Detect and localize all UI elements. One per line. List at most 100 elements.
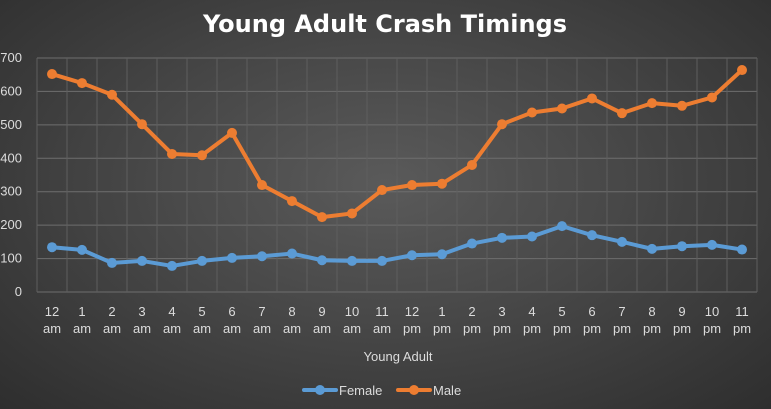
x-tick-label: am bbox=[223, 321, 241, 336]
data-point-male bbox=[467, 159, 477, 170]
x-tick-label: 11 bbox=[735, 304, 749, 319]
data-point-male bbox=[707, 92, 717, 103]
data-point-female bbox=[467, 238, 477, 249]
x-tick-label: am bbox=[283, 321, 301, 336]
data-point-female bbox=[677, 241, 687, 252]
x-tick-label: pm bbox=[613, 321, 631, 336]
legend-label-male: Male bbox=[433, 383, 461, 398]
x-tick-label: 2 bbox=[468, 304, 475, 319]
x-tick-label: am bbox=[43, 321, 61, 336]
data-point-female bbox=[617, 236, 627, 247]
data-point-male bbox=[347, 208, 357, 219]
x-axis-title: Young Adult bbox=[364, 349, 433, 364]
data-point-female bbox=[737, 244, 747, 255]
x-tick-label: 12 bbox=[45, 304, 59, 319]
legend-label-female: Female bbox=[339, 383, 382, 398]
y-tick-label: 400 bbox=[0, 150, 22, 165]
x-tick-label: 6 bbox=[228, 304, 235, 319]
x-tick-label: 9 bbox=[678, 304, 685, 319]
x-tick-label: am bbox=[73, 321, 91, 336]
data-point-male bbox=[527, 107, 537, 118]
x-tick-label: 2 bbox=[108, 304, 115, 319]
x-tick-label: 10 bbox=[345, 304, 359, 319]
data-point-female bbox=[167, 260, 177, 271]
data-point-female bbox=[287, 248, 297, 259]
x-tick-label: am bbox=[163, 321, 181, 336]
x-tick-label: am bbox=[103, 321, 121, 336]
data-point-female bbox=[227, 252, 237, 263]
data-point-female bbox=[527, 231, 537, 242]
x-tick-label: 12 bbox=[405, 304, 419, 319]
data-point-female bbox=[347, 255, 357, 266]
data-point-female bbox=[587, 230, 597, 241]
data-point-female bbox=[707, 239, 717, 250]
x-tick-label: am bbox=[253, 321, 271, 336]
x-tick-label: 1 bbox=[438, 304, 445, 319]
x-tick-label: am bbox=[193, 321, 211, 336]
data-point-male bbox=[437, 178, 447, 189]
x-tick-label: 10 bbox=[705, 304, 719, 319]
x-tick-label: 4 bbox=[528, 304, 535, 319]
x-tick-label: pm bbox=[523, 321, 541, 336]
data-point-male bbox=[647, 98, 657, 109]
data-point-female bbox=[107, 257, 117, 268]
data-point-female bbox=[407, 250, 417, 261]
x-tick-label: 3 bbox=[498, 304, 505, 319]
data-point-female bbox=[257, 251, 267, 262]
data-point-female bbox=[557, 221, 567, 232]
x-tick-label: am bbox=[343, 321, 361, 336]
data-point-female bbox=[437, 249, 447, 260]
data-point-male bbox=[287, 196, 297, 207]
data-point-male bbox=[317, 212, 327, 223]
x-tick-label: 8 bbox=[648, 304, 655, 319]
data-point-female bbox=[197, 255, 207, 266]
legend-marker-female bbox=[315, 385, 325, 395]
data-point-male bbox=[677, 100, 687, 111]
data-point-female bbox=[377, 255, 387, 266]
data-point-female bbox=[317, 255, 327, 266]
x-tick-label: am bbox=[313, 321, 331, 336]
x-tick-label: pm bbox=[643, 321, 661, 336]
x-tick-label: pm bbox=[673, 321, 691, 336]
data-point-male bbox=[737, 65, 747, 76]
y-tick-label: 200 bbox=[0, 217, 22, 232]
gridlines bbox=[36, 57, 758, 293]
data-point-male bbox=[167, 148, 177, 159]
x-tick-label: pm bbox=[433, 321, 451, 336]
data-point-male bbox=[617, 108, 627, 119]
x-tick-label: 7 bbox=[258, 304, 265, 319]
x-tick-label: pm bbox=[493, 321, 511, 336]
x-tick-label: am bbox=[133, 321, 151, 336]
series-layer bbox=[47, 65, 747, 271]
x-tick-label: 4 bbox=[168, 304, 175, 319]
data-point-male bbox=[197, 150, 207, 161]
legend-marker-male bbox=[409, 385, 419, 395]
data-point-male bbox=[557, 103, 567, 114]
x-tick-label: 1 bbox=[78, 304, 85, 319]
data-point-female bbox=[647, 243, 657, 254]
y-tick-label: 700 bbox=[0, 50, 22, 65]
data-point-male bbox=[377, 185, 387, 196]
data-point-male bbox=[407, 180, 417, 191]
x-tick-label: 7 bbox=[618, 304, 625, 319]
data-point-female bbox=[77, 244, 87, 255]
data-point-female bbox=[497, 232, 507, 243]
x-tick-label: pm bbox=[583, 321, 601, 336]
data-point-male bbox=[257, 180, 267, 191]
x-tick-label: pm bbox=[463, 321, 481, 336]
x-tick-label: pm bbox=[733, 321, 751, 336]
x-tick-label: am bbox=[373, 321, 391, 336]
chart-title: Young Adult Crash Timings bbox=[202, 10, 567, 38]
x-tick-label: 5 bbox=[198, 304, 205, 319]
x-tick-label: 6 bbox=[588, 304, 595, 319]
legend: Female Male bbox=[302, 383, 461, 398]
data-point-male bbox=[107, 89, 117, 100]
y-tick-label: 0 bbox=[15, 284, 22, 299]
x-tick-label: 9 bbox=[318, 304, 325, 319]
data-point-female bbox=[47, 242, 57, 253]
series-line-female bbox=[50, 224, 744, 268]
y-tick-label: 500 bbox=[0, 117, 22, 132]
x-tick-label: 11 bbox=[375, 304, 389, 319]
